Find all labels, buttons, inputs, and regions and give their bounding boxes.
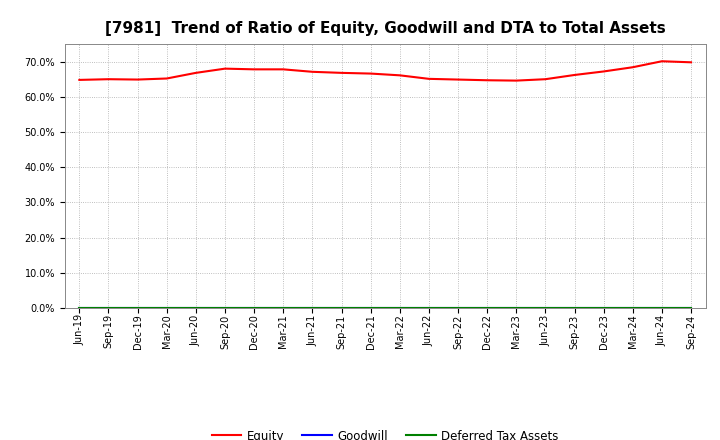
Equity xyxy=(366,71,375,76)
Deferred Tax Assets xyxy=(163,305,171,311)
Goodwill xyxy=(192,305,200,311)
Equity xyxy=(192,70,200,76)
Goodwill xyxy=(425,305,433,311)
Deferred Tax Assets xyxy=(629,305,637,311)
Deferred Tax Assets xyxy=(133,305,142,311)
Goodwill xyxy=(133,305,142,311)
Equity xyxy=(454,77,462,82)
Equity xyxy=(687,60,696,65)
Deferred Tax Assets xyxy=(599,305,608,311)
Equity xyxy=(483,77,492,83)
Equity xyxy=(570,72,579,77)
Equity xyxy=(541,77,550,82)
Equity xyxy=(220,66,229,71)
Equity xyxy=(75,77,84,83)
Goodwill xyxy=(279,305,287,311)
Equity xyxy=(337,70,346,76)
Equity xyxy=(308,69,317,74)
Deferred Tax Assets xyxy=(104,305,113,311)
Deferred Tax Assets xyxy=(250,305,258,311)
Equity xyxy=(395,73,404,78)
Deferred Tax Assets xyxy=(483,305,492,311)
Goodwill xyxy=(220,305,229,311)
Goodwill xyxy=(250,305,258,311)
Title: [7981]  Trend of Ratio of Equity, Goodwill and DTA to Total Assets: [7981] Trend of Ratio of Equity, Goodwil… xyxy=(105,21,665,36)
Goodwill xyxy=(687,305,696,311)
Goodwill xyxy=(512,305,521,311)
Deferred Tax Assets xyxy=(366,305,375,311)
Equity xyxy=(279,67,287,72)
Deferred Tax Assets xyxy=(512,305,521,311)
Goodwill xyxy=(541,305,550,311)
Deferred Tax Assets xyxy=(308,305,317,311)
Goodwill xyxy=(657,305,666,311)
Goodwill xyxy=(366,305,375,311)
Deferred Tax Assets xyxy=(687,305,696,311)
Equity xyxy=(163,76,171,81)
Equity xyxy=(250,67,258,72)
Goodwill xyxy=(454,305,462,311)
Equity xyxy=(104,77,113,82)
Deferred Tax Assets xyxy=(220,305,229,311)
Goodwill xyxy=(308,305,317,311)
Goodwill xyxy=(104,305,113,311)
Deferred Tax Assets xyxy=(541,305,550,311)
Deferred Tax Assets xyxy=(337,305,346,311)
Equity xyxy=(425,76,433,81)
Equity xyxy=(512,78,521,83)
Legend: Equity, Goodwill, Deferred Tax Assets: Equity, Goodwill, Deferred Tax Assets xyxy=(207,425,564,440)
Equity xyxy=(599,69,608,74)
Goodwill xyxy=(163,305,171,311)
Deferred Tax Assets xyxy=(454,305,462,311)
Goodwill xyxy=(395,305,404,311)
Deferred Tax Assets xyxy=(395,305,404,311)
Deferred Tax Assets xyxy=(279,305,287,311)
Goodwill xyxy=(337,305,346,311)
Equity xyxy=(657,59,666,64)
Goodwill xyxy=(629,305,637,311)
Deferred Tax Assets xyxy=(425,305,433,311)
Deferred Tax Assets xyxy=(657,305,666,311)
Goodwill xyxy=(75,305,84,311)
Line: Equity: Equity xyxy=(79,61,691,81)
Goodwill xyxy=(570,305,579,311)
Equity xyxy=(629,65,637,70)
Goodwill xyxy=(483,305,492,311)
Deferred Tax Assets xyxy=(570,305,579,311)
Deferred Tax Assets xyxy=(192,305,200,311)
Goodwill xyxy=(599,305,608,311)
Equity xyxy=(133,77,142,82)
Deferred Tax Assets xyxy=(75,305,84,311)
